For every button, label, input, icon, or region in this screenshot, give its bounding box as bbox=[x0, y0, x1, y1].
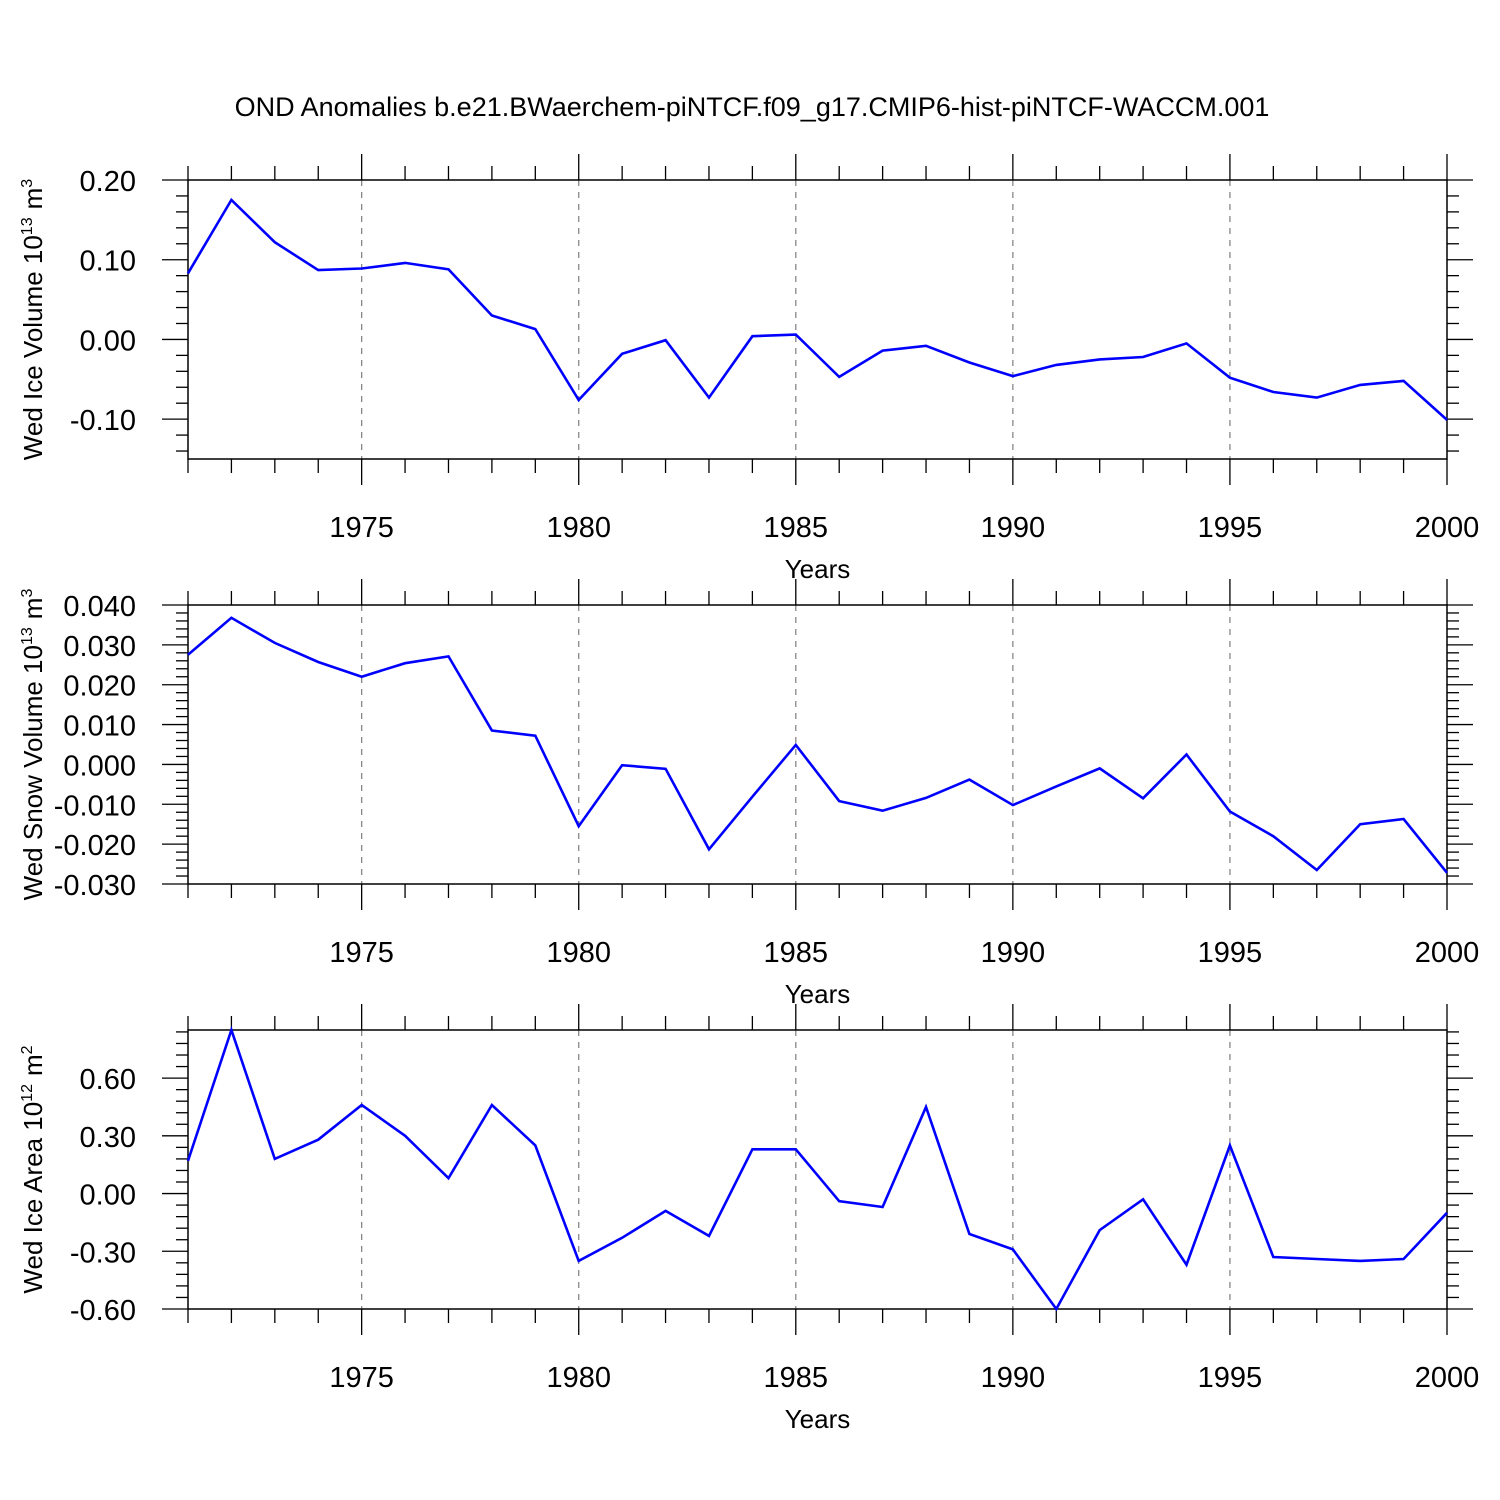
y-axis-label-text: Wed Ice Area 10 bbox=[18, 1102, 48, 1294]
plot-frame bbox=[187, 604, 1448, 885]
x-tick-label: 1975 bbox=[329, 512, 394, 544]
x-tick-label: 1990 bbox=[981, 1362, 1046, 1394]
x-tick-label: 1985 bbox=[764, 937, 829, 969]
x-axis-label: Years bbox=[785, 1404, 851, 1434]
y-tick-label: 0.000 bbox=[63, 750, 136, 782]
y-axis-label-text: Wed Ice Volume 10 bbox=[18, 235, 48, 460]
x-tick-label: 1980 bbox=[546, 1362, 611, 1394]
panels: 0.20 0.10 0.00 -0.10 1975 1980 1985 1990 1995 200… bbox=[18, 154, 1479, 1434]
y-tick-label: 0.00 bbox=[80, 1180, 136, 1212]
y-tick-label: -0.020 bbox=[54, 830, 136, 862]
x-tick-label: 2000 bbox=[1415, 1362, 1480, 1394]
y-axis-label-unit-exponent: 3 bbox=[19, 179, 36, 188]
plot-frame bbox=[187, 179, 1448, 460]
y-axis-label-exponent: 13 bbox=[19, 217, 36, 235]
x-tick-label: 1975 bbox=[329, 937, 394, 969]
y-tick-label: 0.10 bbox=[80, 246, 136, 278]
y-tick-label: 0.30 bbox=[80, 1122, 136, 1154]
y-tick-label: 0.20 bbox=[80, 166, 136, 198]
series-line bbox=[186, 1025, 1448, 1312]
y-axis-label-exponent: 12 bbox=[19, 1084, 36, 1102]
y-axis-label-unit-exponent: 2 bbox=[19, 1045, 36, 1054]
figure-title: OND Anomalies b.e21.BWaerchem-piNTCF.f09… bbox=[235, 92, 1270, 122]
chart-panel-2: 0.040 0.030 0.020 0.010 0.000 -0.010 -0.020 -0.… bbox=[18, 579, 1479, 1009]
y-tick-label: -0.30 bbox=[70, 1237, 136, 1269]
y-tick-label: -0.10 bbox=[70, 405, 136, 437]
x-tick-label: 1985 bbox=[764, 1362, 829, 1394]
y-tick-label: 0.010 bbox=[63, 711, 136, 743]
y-axis-label-unit: m bbox=[18, 1054, 48, 1076]
x-tick-label: 1975 bbox=[329, 1362, 394, 1394]
x-tick-label: 1980 bbox=[546, 937, 611, 969]
y-tick-label: 0.030 bbox=[63, 631, 136, 663]
x-tick-label: 1990 bbox=[981, 937, 1046, 969]
series-line bbox=[187, 616, 1449, 874]
y-axis-label-exponent: 13 bbox=[19, 627, 36, 645]
y-tick-label: 0.00 bbox=[80, 325, 136, 357]
y-axis-label-unit: m bbox=[18, 598, 48, 620]
x-tick-label: 1995 bbox=[1198, 937, 1263, 969]
y-tick-label: -0.010 bbox=[54, 790, 136, 822]
x-tick-label: 1990 bbox=[981, 512, 1046, 544]
y-axis-label: Wed Snow Volume 1013 m3 bbox=[18, 589, 48, 901]
y-tick-label: -0.030 bbox=[54, 870, 136, 902]
x-tick-label: 1980 bbox=[546, 512, 611, 544]
y-tick-label: 0.020 bbox=[63, 671, 136, 703]
x-tick-label: 2000 bbox=[1415, 512, 1480, 544]
x-tick-label: 1995 bbox=[1198, 512, 1263, 544]
plot-frame bbox=[187, 1029, 1448, 1310]
y-tick-label: -0.60 bbox=[70, 1295, 136, 1327]
x-tick-label: 1985 bbox=[764, 512, 829, 544]
y-axis-label-unit-exponent: 3 bbox=[19, 589, 36, 598]
x-axis-label: Years bbox=[785, 979, 851, 1009]
chart-panel-3: 0.60 0.30 0.00 -0.30 -0.60 1975 1980 1985 1990 19… bbox=[18, 1004, 1479, 1434]
x-tick-label: 1995 bbox=[1198, 1362, 1263, 1394]
chart-panel-1: 0.20 0.10 0.00 -0.10 1975 1980 1985 1990 1995 200… bbox=[18, 154, 1479, 584]
y-tick-label: 0.60 bbox=[80, 1064, 136, 1096]
y-axis-label-unit: m bbox=[18, 188, 48, 210]
x-axis-label: Years bbox=[785, 554, 851, 584]
series-line bbox=[186, 197, 1448, 421]
x-tick-label: 2000 bbox=[1415, 937, 1480, 969]
y-axis-label: Wed Ice Volume 1013 m3 bbox=[18, 179, 48, 460]
y-tick-label: 0.040 bbox=[63, 591, 136, 623]
y-axis-label: Wed Ice Area 1012 m2 bbox=[18, 1045, 48, 1293]
y-axis-label-text: Wed Snow Volume 10 bbox=[18, 645, 48, 900]
